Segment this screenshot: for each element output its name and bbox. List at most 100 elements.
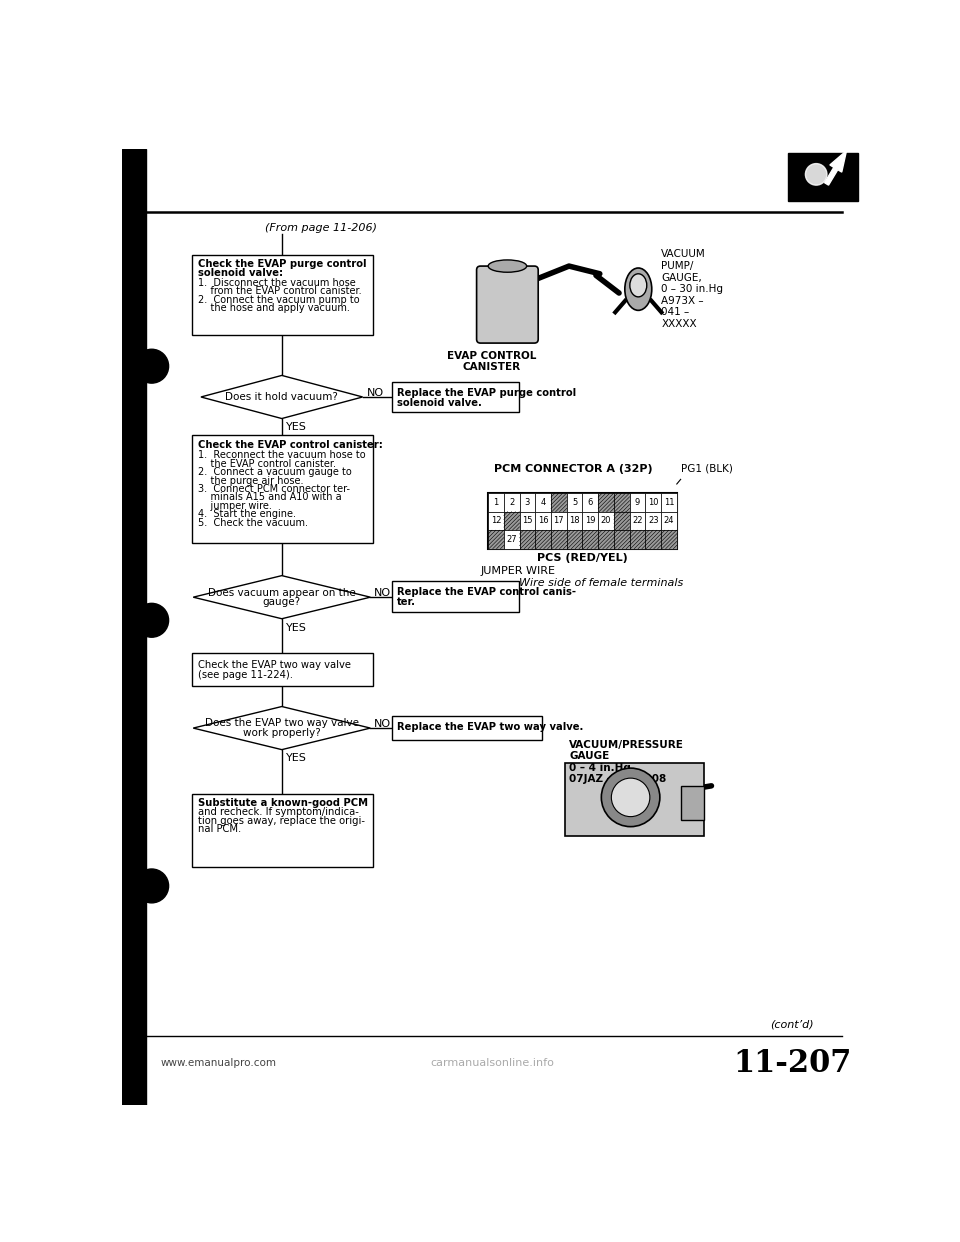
Text: JUMPER WIRE: JUMPER WIRE [480,565,556,575]
Text: YES: YES [286,422,306,432]
Bar [583,512,598,530]
Bar [583,530,598,549]
Text: 24: 24 [663,517,674,525]
Text: Substitute a known-good PCM: Substitute a known-good PCM [198,799,368,809]
Text: the hose and apply vacuum.: the hose and apply vacuum. [198,303,349,313]
Bar [392,381,519,412]
Text: 11: 11 [663,498,674,507]
Text: NO: NO [374,719,392,729]
Bar [645,530,661,549]
Text: Check the EVAP two way valve: Check the EVAP two way valve [198,660,350,669]
Text: 23: 23 [648,517,659,525]
Text: Wire side of female terminals: Wire side of female terminals [519,578,684,587]
Text: 6: 6 [588,498,593,507]
FancyArrow shape [825,150,847,185]
Bar [566,512,583,530]
Bar [488,530,504,549]
Circle shape [601,768,660,827]
Text: VACUUM/PRESSURE
GAUGE
0 – 4 in.Hg
07JAZ – 0010008: VACUUM/PRESSURE GAUGE 0 – 4 in.Hg 07JAZ … [569,740,684,785]
Bar [630,493,645,512]
Text: NO: NO [367,389,384,399]
Text: nal PCM.: nal PCM. [198,825,241,835]
Bar [645,493,661,512]
Text: 16: 16 [538,517,548,525]
Bar [504,493,519,512]
Bar [645,512,661,530]
Text: Replace the EVAP purge control: Replace the EVAP purge control [396,388,576,397]
Text: tion goes away, replace the origi-: tion goes away, replace the origi- [198,816,365,826]
Bar [630,530,645,549]
Ellipse shape [488,260,527,272]
Text: VACUUM
PUMP/
GAUGE,
0 – 30 in.Hg
A973X –
041 –
XXXXX: VACUUM PUMP/ GAUGE, 0 – 30 in.Hg A973X –… [661,250,724,329]
Text: jumper wire.: jumper wire. [198,501,272,510]
Bar [551,530,566,549]
Bar [504,530,519,549]
Circle shape [805,164,827,185]
Circle shape [134,349,169,383]
Bar [488,512,504,530]
Text: 19: 19 [585,517,595,525]
Bar [192,255,372,335]
Text: (From page 11-206): (From page 11-206) [265,222,377,232]
Text: 27: 27 [507,535,517,544]
Text: 4.  Start the engine.: 4. Start the engine. [198,509,296,519]
Text: work properly?: work properly? [243,728,321,738]
Text: 4: 4 [540,498,546,507]
Text: Replace the EVAP two way valve.: Replace the EVAP two way valve. [396,722,583,732]
Text: and recheck. If symptom/indica-: and recheck. If symptom/indica- [198,807,359,817]
Text: carmanualsonline.info: carmanualsonline.info [430,1058,554,1068]
Text: 17: 17 [554,517,564,525]
Ellipse shape [630,273,647,297]
Bar [681,786,704,821]
Text: gauge?: gauge? [263,597,300,607]
Polygon shape [193,575,371,619]
Text: 5: 5 [572,498,577,507]
Bar [598,512,613,530]
Text: Check the EVAP purge control: Check the EVAP purge control [198,260,367,270]
Text: 1.  Reconnect the vacuum hose to: 1. Reconnect the vacuum hose to [198,450,366,460]
Text: 5.  Check the vacuum.: 5. Check the vacuum. [198,518,308,528]
Text: from the EVAP control canister.: from the EVAP control canister. [198,286,362,296]
Text: Does the EVAP two way valve: Does the EVAP two way valve [204,718,359,729]
Bar [566,530,583,549]
FancyBboxPatch shape [476,266,539,343]
Text: 11-207: 11-207 [733,1047,852,1078]
Text: the EVAP control canister.: the EVAP control canister. [198,458,336,468]
Text: 10: 10 [648,498,659,507]
Text: YES: YES [286,622,306,632]
Ellipse shape [625,268,652,310]
Circle shape [134,604,169,637]
Text: Does vacuum appear on the: Does vacuum appear on the [208,587,355,597]
Text: (cont’d): (cont’d) [771,1020,814,1030]
Text: 2: 2 [509,498,515,507]
Bar [583,493,598,512]
Polygon shape [193,707,371,750]
Text: ter.: ter. [396,597,416,607]
Text: 2.  Connect a vacuum gauge to: 2. Connect a vacuum gauge to [198,467,351,477]
Text: www.emanualpro.com: www.emanualpro.com [161,1058,276,1068]
Bar [551,493,566,512]
Text: 3: 3 [525,498,530,507]
Bar [488,493,677,549]
Bar [392,715,542,740]
Text: PCS (RED/YEL): PCS (RED/YEL) [537,553,628,563]
Text: 9: 9 [635,498,640,507]
Text: solenoid valve:: solenoid valve: [198,268,283,278]
Bar [630,512,645,530]
Bar [392,581,519,612]
Text: 15: 15 [522,517,533,525]
Bar [613,493,630,512]
Bar [123,149,146,1105]
Text: PG1 (BLK): PG1 (BLK) [681,465,732,474]
Bar [788,153,857,201]
Text: (see page 11-224).: (see page 11-224). [198,669,293,679]
Text: 3.  Connect PCM connector ter-: 3. Connect PCM connector ter- [198,484,349,494]
Text: Replace the EVAP control canis-: Replace the EVAP control canis- [396,587,575,597]
Bar [488,493,504,512]
Circle shape [612,779,650,817]
Bar [536,512,551,530]
Bar [192,794,372,867]
Text: 1: 1 [493,498,498,507]
Bar [565,763,704,836]
Text: EVAP CONTROL
CANISTER: EVAP CONTROL CANISTER [447,350,537,373]
